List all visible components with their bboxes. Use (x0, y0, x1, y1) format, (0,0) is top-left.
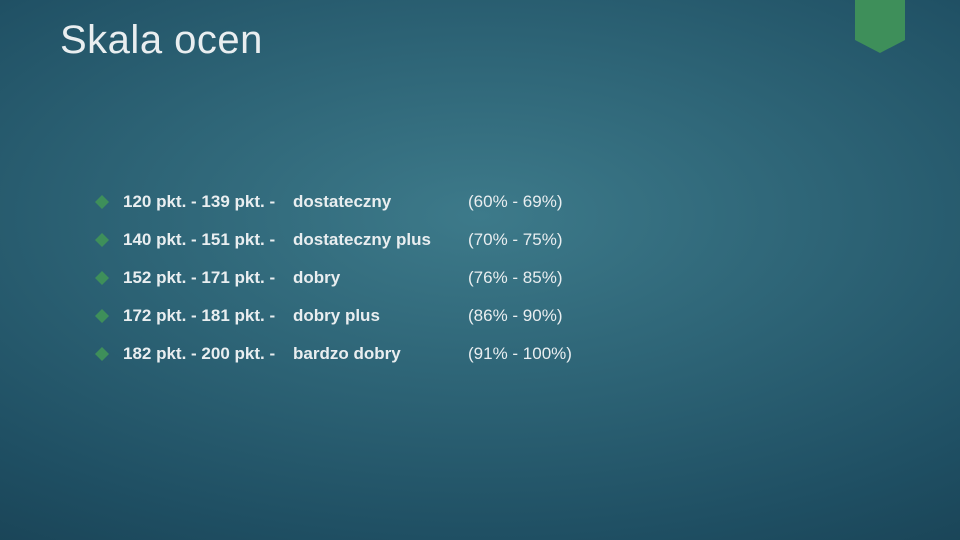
point-range: 182 pkt. - 200 pkt. - (123, 344, 293, 364)
diamond-bullet-icon (95, 195, 109, 209)
list-item: 140 pkt. - 151 pkt. - dostateczny plus (… (95, 230, 900, 250)
grade-label: dostateczny plus (293, 230, 468, 250)
grade-label: dobry (293, 268, 468, 288)
percent-range: (91% - 100%) (468, 344, 572, 364)
point-range: 172 pkt. - 181 pkt. - (123, 306, 293, 326)
point-range: 140 pkt. - 151 pkt. - (123, 230, 293, 250)
point-range: 120 pkt. - 139 pkt. - (123, 192, 293, 212)
diamond-bullet-icon (95, 347, 109, 361)
accent-ribbon (855, 0, 905, 40)
list-item: 172 pkt. - 181 pkt. - dobry plus (86% - … (95, 306, 900, 326)
grade-label: bardzo dobry (293, 344, 468, 364)
slide-title: Skala ocen (60, 18, 263, 63)
grade-list: 120 pkt. - 139 pkt. - dostateczny (60% -… (95, 192, 900, 382)
percent-range: (76% - 85%) (468, 268, 562, 288)
diamond-bullet-icon (95, 271, 109, 285)
percent-range: (70% - 75%) (468, 230, 562, 250)
percent-range: (60% - 69%) (468, 192, 562, 212)
list-item: 152 pkt. - 171 pkt. - dobry (76% - 85%) (95, 268, 900, 288)
list-item: 120 pkt. - 139 pkt. - dostateczny (60% -… (95, 192, 900, 212)
diamond-bullet-icon (95, 233, 109, 247)
list-item: 182 pkt. - 200 pkt. - bardzo dobry (91% … (95, 344, 900, 364)
percent-range: (86% - 90%) (468, 306, 562, 326)
point-range: 152 pkt. - 171 pkt. - (123, 268, 293, 288)
grade-label: dobry plus (293, 306, 468, 326)
slide: Skala ocen 120 pkt. - 139 pkt. - dostate… (0, 0, 960, 540)
grade-label: dostateczny (293, 192, 468, 212)
diamond-bullet-icon (95, 309, 109, 323)
